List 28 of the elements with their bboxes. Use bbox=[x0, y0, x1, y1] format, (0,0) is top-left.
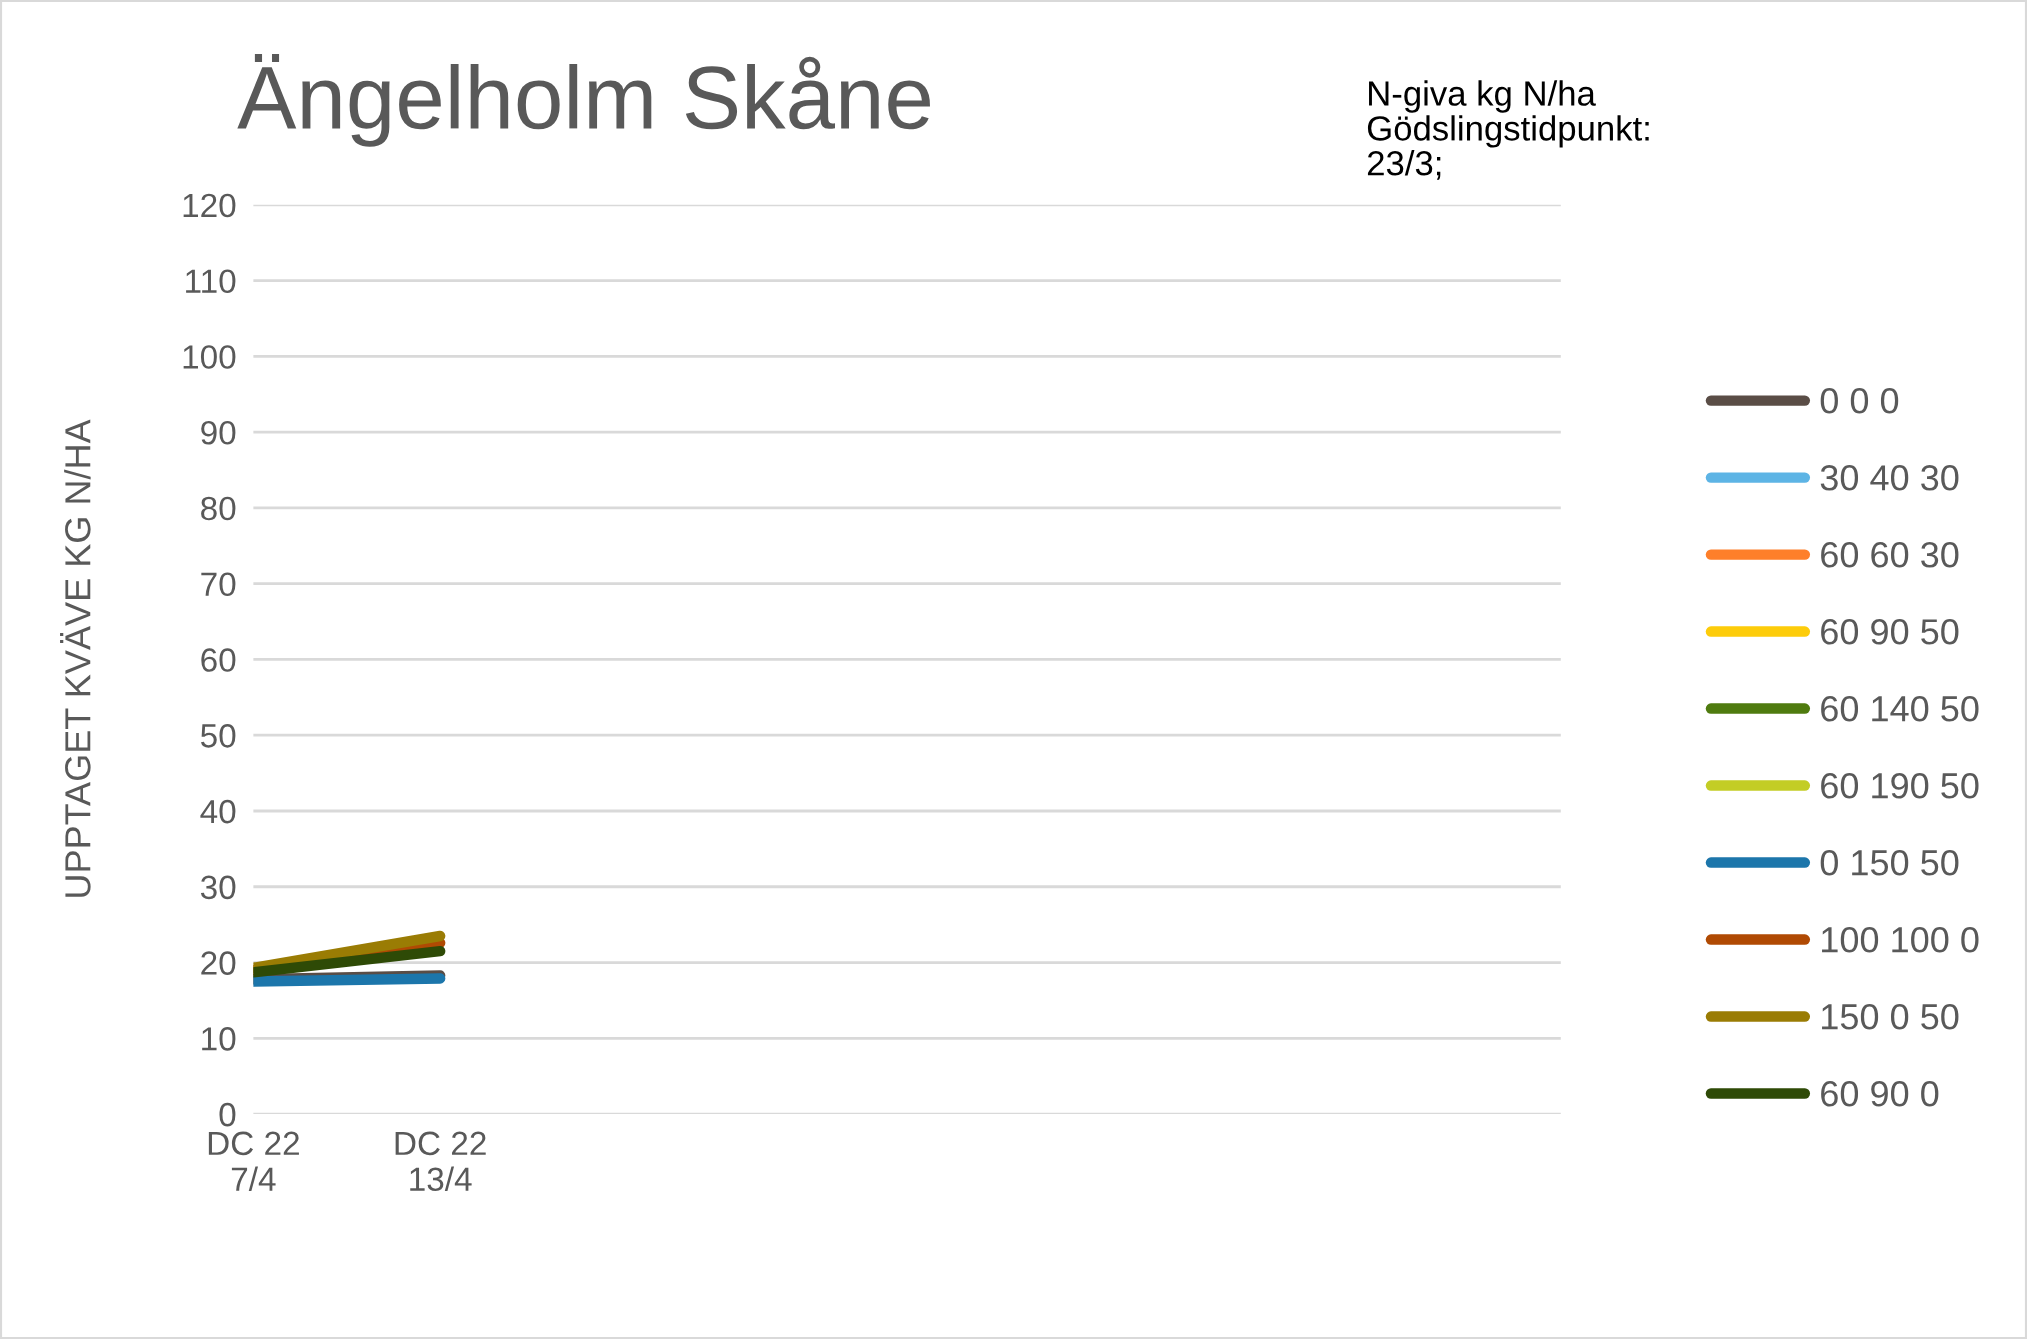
y-tick-label: 20 bbox=[201, 951, 236, 975]
x-tick-label: DC 22 7/4 bbox=[208, 1131, 299, 1192]
legend-label: 60 90 0 bbox=[1821, 1080, 1939, 1107]
legend-label: 60 60 30 bbox=[1821, 542, 1959, 568]
text: N-giva kg N/ha Gödslingstidpunkt: 23/3; bbox=[1367, 80, 1649, 180]
y-tick-label: 90 bbox=[201, 420, 236, 445]
y-tick-label: 40 bbox=[200, 799, 236, 824]
y-axis-title: UPPTAGET KVÄVE KG N/HA bbox=[60, 419, 91, 897]
y-tick-label: 60 bbox=[201, 648, 236, 672]
y-tick-label: 10 bbox=[202, 1027, 236, 1051]
y-tick-label: 100 bbox=[183, 345, 236, 369]
legend-label: 0 150 50 bbox=[1820, 849, 1959, 876]
legend-label: 60 90 50 bbox=[1821, 619, 1959, 645]
y-tick-label: 120 bbox=[183, 193, 236, 218]
y-tick-label: 110 bbox=[186, 269, 236, 294]
legend-label: 150 0 50 bbox=[1822, 1003, 1959, 1030]
y-tick-label: 80 bbox=[201, 496, 236, 521]
legend-label: 0 0 0 bbox=[1820, 388, 1899, 414]
y-tick-label: 0 bbox=[219, 1102, 236, 1127]
legend-label: 60 190 50 bbox=[1821, 773, 1979, 799]
legend-label: 30 40 30 bbox=[1820, 465, 1959, 491]
x-tick-label: DC 22 13/4 bbox=[395, 1131, 486, 1192]
y-tick-label: 30 bbox=[200, 875, 236, 900]
legend-label: 60 140 50 bbox=[1821, 696, 1979, 722]
legend-label: 100 100 0 bbox=[1822, 926, 1979, 953]
y-tick-label: 70 bbox=[201, 572, 236, 597]
y-tick-label: 50 bbox=[200, 724, 236, 748]
chart-title: Ängelholm Skåne bbox=[237, 54, 930, 147]
